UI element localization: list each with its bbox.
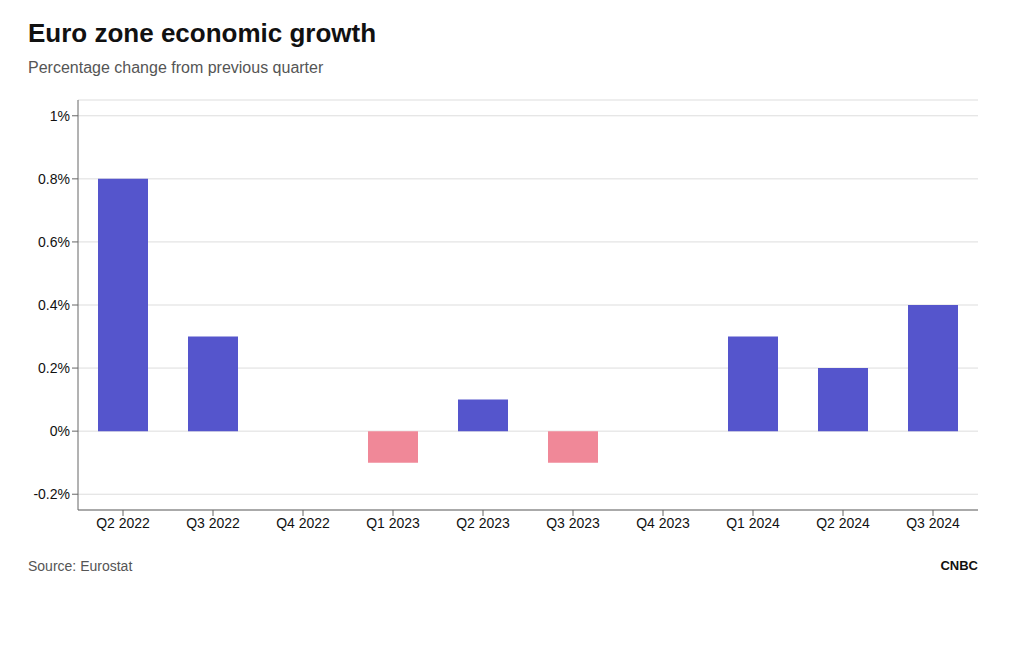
svg-text:0.6%: 0.6% bbox=[38, 234, 70, 250]
svg-text:Q2 2024: Q2 2024 bbox=[816, 515, 870, 531]
svg-text:Q3 2024: Q3 2024 bbox=[906, 515, 960, 531]
svg-text:Q1 2024: Q1 2024 bbox=[726, 515, 780, 531]
html-text:CNBC: CNBC bbox=[940, 558, 978, 573]
svg-text:Q3 2023: Q3 2023 bbox=[546, 515, 600, 531]
html-text:Percentage change from previou: Percentage change from previous quarter bbox=[28, 59, 324, 76]
svg-text:0%: 0% bbox=[50, 423, 70, 439]
html-text:Euro zone economic growth: Euro zone economic growth bbox=[28, 18, 377, 48]
html-text:Source: Eurostat: Source: Eurostat bbox=[28, 558, 133, 574]
svg-text:0.2%: 0.2% bbox=[38, 360, 70, 376]
svg-text:Q4 2022: Q4 2022 bbox=[276, 515, 330, 531]
svg-text:Q2 2023: Q2 2023 bbox=[456, 515, 510, 531]
svg-text:Q4 2023: Q4 2023 bbox=[636, 515, 690, 531]
svg-text:0.4%: 0.4% bbox=[38, 297, 70, 313]
svg-text:Q2 2022: Q2 2022 bbox=[96, 515, 150, 531]
svg-text:Q3 2022: Q3 2022 bbox=[186, 515, 240, 531]
svg-text:-0.2%: -0.2% bbox=[33, 486, 70, 502]
svg-text:1%: 1% bbox=[50, 108, 70, 124]
svg-text:Q1 2023: Q1 2023 bbox=[366, 515, 420, 531]
svg-text:0.8%: 0.8% bbox=[38, 171, 70, 187]
